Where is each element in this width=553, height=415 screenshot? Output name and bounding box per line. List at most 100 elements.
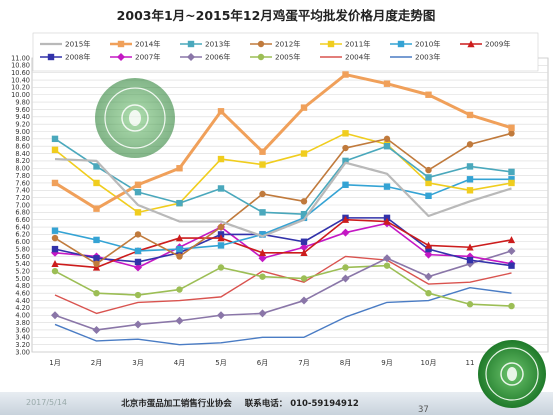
data-point	[217, 185, 225, 192]
data-point	[383, 80, 391, 87]
legend-item: 2014年	[110, 40, 160, 49]
legend-item: 2007年	[110, 53, 160, 62]
data-point	[176, 165, 183, 172]
data-point	[508, 176, 515, 183]
data-point	[134, 181, 142, 188]
data-point	[383, 143, 391, 150]
legend-item: 2008年	[40, 53, 90, 62]
x-tick-label: 4月	[174, 359, 185, 367]
series-2003年	[54, 286, 512, 346]
data-point	[508, 302, 515, 310]
data-point	[51, 311, 59, 320]
data-point	[175, 234, 184, 242]
data-point	[175, 316, 184, 325]
data-point	[300, 243, 308, 252]
series-line	[54, 264, 512, 307]
y-tick-label: 4.00	[15, 312, 30, 320]
footer-phone: 010-59194912	[290, 399, 359, 409]
data-point	[466, 176, 474, 183]
x-tick-label: 10月	[421, 359, 437, 367]
series-line	[54, 286, 512, 346]
y-tick-label: 8.00	[15, 165, 30, 173]
legend-item: 2004年	[320, 53, 370, 62]
series-line	[54, 250, 512, 331]
data-point	[508, 130, 515, 137]
legend-label: 2011年	[345, 40, 370, 49]
data-point	[217, 108, 225, 115]
series-line	[54, 255, 512, 315]
data-point	[466, 187, 474, 194]
legend-item: 2009年	[460, 40, 510, 49]
data-point	[259, 190, 266, 198]
legend-item: 2012年	[250, 40, 300, 49]
y-tick-label: 3.20	[15, 341, 30, 349]
data-point	[300, 104, 308, 111]
data-point	[217, 234, 225, 242]
data-point	[51, 245, 59, 253]
y-tick-label: 10.00	[11, 91, 30, 99]
data-point	[342, 181, 349, 188]
y-axis: 3.003.203.403.603.804.004.204.404.604.80…	[11, 54, 30, 356]
y-tick-label: 5.40	[15, 260, 30, 268]
y-tick-label: 3.60	[15, 326, 30, 334]
x-tick-label: 5月	[215, 359, 226, 367]
data-point	[117, 40, 125, 48]
x-tick-label: 2月	[91, 359, 102, 367]
data-point	[134, 209, 142, 216]
legend-item: 2015年	[40, 40, 90, 49]
y-tick-label: 8.80	[15, 135, 30, 143]
series-2006年	[51, 246, 516, 334]
data-point	[51, 135, 59, 143]
data-point	[134, 263, 142, 272]
data-point	[424, 250, 433, 259]
y-tick-label: 10.80	[11, 62, 30, 70]
data-point	[383, 217, 391, 225]
data-point	[300, 296, 308, 305]
series-2012年	[51, 130, 515, 267]
data-point	[51, 227, 59, 234]
data-point	[117, 53, 125, 61]
y-tick-label: 10.20	[11, 84, 30, 92]
legend-label: 2006年	[205, 53, 230, 62]
data-point	[300, 210, 308, 218]
data-point	[187, 53, 195, 61]
series-line	[54, 132, 512, 214]
y-tick-label: 7.80	[15, 172, 30, 180]
data-point	[257, 53, 265, 61]
page-number: 37	[418, 405, 429, 415]
data-point	[425, 290, 432, 297]
legend-label: 2009年	[485, 40, 510, 49]
data-point	[425, 166, 432, 174]
series-line	[54, 218, 512, 269]
data-point	[176, 245, 183, 253]
y-tick-label: 7.20	[15, 194, 30, 202]
data-point	[425, 179, 432, 187]
legend-label: 2012年	[275, 40, 300, 49]
footer-org-name: 北京市蛋品加工销售行业协会	[121, 398, 232, 409]
data-point	[342, 144, 349, 152]
data-point	[92, 263, 101, 271]
y-tick-label: 5.20	[15, 267, 30, 275]
legend-label: 2013年	[205, 40, 230, 49]
data-point	[467, 40, 475, 48]
series-line	[54, 217, 512, 267]
legend-label: 2003年	[415, 53, 440, 62]
y-tick-label: 11.00	[11, 54, 30, 62]
y-tick-label: 8.40	[15, 150, 30, 158]
legend-label: 2005年	[275, 53, 300, 62]
footer: 2017/5/14 北京市蛋品加工销售行业协会 联系电话： 010-591949…	[0, 340, 553, 415]
y-tick-label: 7.00	[15, 201, 30, 209]
y-tick-label: 6.20	[15, 231, 30, 239]
data-point	[300, 198, 308, 205]
data-point	[93, 290, 100, 297]
data-point	[342, 157, 349, 165]
data-point	[93, 205, 100, 212]
series-2004年	[54, 255, 512, 315]
y-tick-label: 3.00	[15, 348, 30, 356]
data-point	[257, 40, 265, 48]
series-line	[54, 178, 512, 252]
data-point	[217, 223, 225, 231]
chart-legend: 2015年 2014年 2013年 2012年 2011年 2010年 2009年 2008年…	[32, 32, 539, 72]
legend-item: 2013年	[180, 40, 230, 49]
data-point	[259, 231, 266, 238]
